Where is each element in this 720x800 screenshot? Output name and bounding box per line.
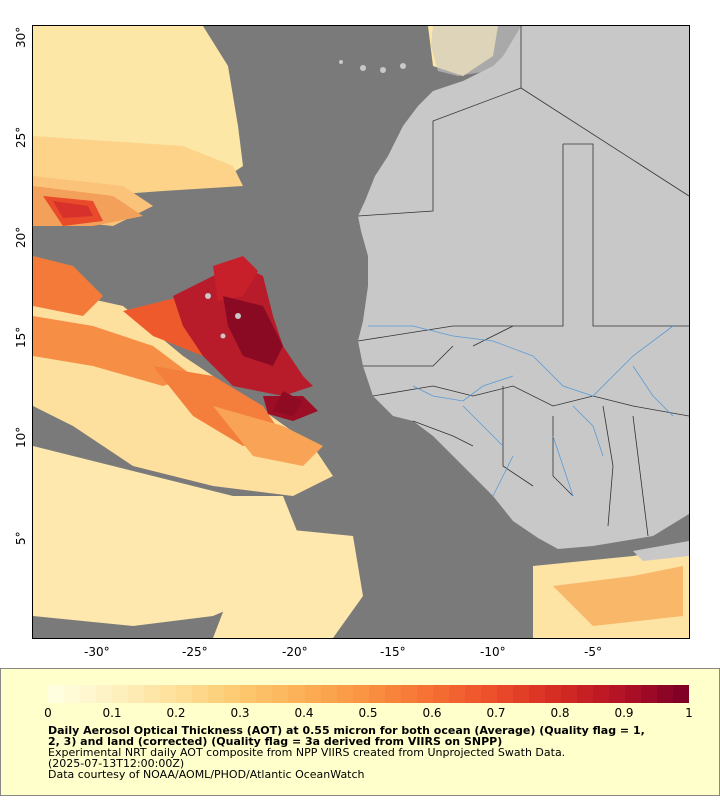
colorbar-segment [240, 685, 257, 703]
aot-map [33, 26, 689, 638]
colorbar-segment [80, 685, 97, 703]
x-tick-25: -25° [182, 645, 208, 659]
x-tick-15: -15° [380, 645, 406, 659]
caption-title-line2: 2, 3) and land (corrected) (Quality flag… [48, 735, 503, 748]
colorbar-segment [112, 685, 129, 703]
cb-tick-3: 0.3 [230, 706, 250, 720]
cb-tick-5: 0.5 [358, 706, 378, 720]
colorbar-segment [48, 685, 65, 703]
y-tick-15: 15° [14, 326, 28, 348]
colorbar-segment [673, 685, 690, 703]
colorbar-segment [208, 685, 225, 703]
rivers [368, 325, 674, 497]
x-tick-5: -5° [584, 645, 602, 659]
caption: Daily Aerosol Optical Thickness (AOT) at… [48, 725, 688, 780]
colorbar-segment [641, 685, 658, 703]
legend-panel: 0 0.1 0.2 0.3 0.4 0.5 0.6 0.7 0.8 0.9 1 … [0, 668, 720, 796]
colorbar-segment [448, 685, 465, 703]
colorbar-segment [320, 685, 337, 703]
colorbar-segment [64, 685, 81, 703]
colorbar-segment [400, 685, 417, 703]
cb-tick-7: 0.7 [486, 706, 506, 720]
colorbar-segment [272, 685, 289, 703]
colorbar-segment [577, 685, 594, 703]
colorbar-segment [336, 685, 353, 703]
cb-tick-1: 0.1 [102, 706, 122, 720]
colorbar-segment [144, 685, 161, 703]
cb-tick-10: 1 [685, 706, 693, 720]
caption-line3: Experimental NRT daily AOT composite fro… [48, 746, 566, 759]
y-tick-5: 5° [14, 531, 28, 545]
islands [205, 60, 406, 339]
colorbar-segment [609, 685, 626, 703]
colorbar-segment [593, 685, 610, 703]
colorbar-segment [192, 685, 209, 703]
x-tick-30: -30° [84, 645, 110, 659]
colorbar-segment [160, 685, 177, 703]
colorbar-segment [224, 685, 241, 703]
cb-tick-0: 0 [44, 706, 52, 720]
colorbar-segment [480, 685, 497, 703]
x-tick-10: -10° [480, 645, 506, 659]
cb-tick-9: 0.9 [614, 706, 634, 720]
y-tick-10: 10° [14, 426, 28, 448]
caption-title-line1: Daily Aerosol Optical Thickness (AOT) at… [48, 724, 645, 737]
colorbar-segment [528, 685, 545, 703]
y-tick-30: 30° [14, 26, 28, 48]
colorbar-segment [432, 685, 449, 703]
colorbar-segment [561, 685, 578, 703]
africa-land [358, 26, 689, 561]
colorbar-segment [416, 685, 433, 703]
caption-date: (2025-07-13T12:00:00Z) [48, 757, 185, 770]
colorbar-segment [368, 685, 385, 703]
cb-tick-6: 0.6 [422, 706, 442, 720]
colorbar [48, 685, 690, 703]
cb-tick-8: 0.8 [550, 706, 570, 720]
map-area [32, 25, 690, 639]
colorbar-segment [625, 685, 642, 703]
colorbar-segment [256, 685, 273, 703]
colorbar-segment [176, 685, 193, 703]
colorbar-segment [352, 685, 369, 703]
country-borders [357, 26, 689, 537]
colorbar-segment [544, 685, 561, 703]
cb-tick-4: 0.4 [294, 706, 314, 720]
colorbar-segment [496, 685, 513, 703]
y-tick-25: 25° [14, 126, 28, 148]
caption-credit: Data courtesy of NOAA/AOML/PHOD/Atlantic… [48, 768, 365, 781]
colorbar-segment [464, 685, 481, 703]
colorbar-segment [304, 685, 321, 703]
colorbar-segment [512, 685, 529, 703]
colorbar-segment [657, 685, 674, 703]
colorbar-segment [288, 685, 305, 703]
colorbar-segment [128, 685, 145, 703]
colorbar-segment [96, 685, 113, 703]
colorbar-segment [384, 685, 401, 703]
cb-tick-2: 0.2 [166, 706, 186, 720]
y-tick-20: 20° [14, 226, 28, 248]
x-tick-20: -20° [282, 645, 308, 659]
